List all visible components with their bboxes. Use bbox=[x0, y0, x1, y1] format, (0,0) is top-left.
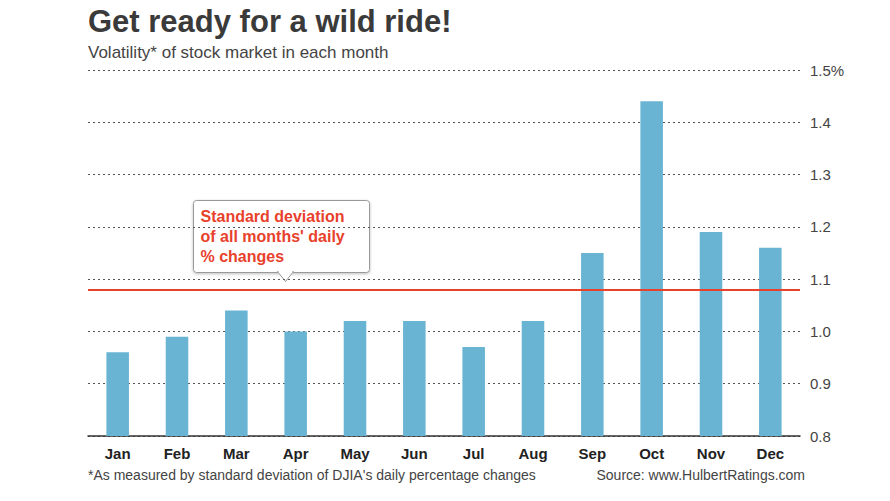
svg-text:Source: www.HulbertRatings.com: Source: www.HulbertRatings.com bbox=[596, 467, 805, 483]
svg-text:1.3: 1.3 bbox=[810, 166, 831, 183]
svg-text:Standard deviation: Standard deviation bbox=[201, 208, 345, 225]
svg-text:1.2: 1.2 bbox=[810, 218, 831, 235]
svg-text:Jul: Jul bbox=[463, 445, 485, 462]
svg-text:0.9: 0.9 bbox=[810, 375, 831, 392]
svg-text:Nov: Nov bbox=[697, 445, 726, 462]
svg-text:Jan: Jan bbox=[105, 445, 131, 462]
svg-text:Dec: Dec bbox=[757, 445, 785, 462]
svg-text:Oct: Oct bbox=[639, 445, 664, 462]
svg-text:1.0: 1.0 bbox=[810, 323, 831, 340]
svg-text:of all months' daily: of all months' daily bbox=[201, 228, 345, 245]
svg-text:0.8: 0.8 bbox=[810, 428, 831, 445]
svg-text:Sep: Sep bbox=[579, 445, 607, 462]
svg-text:*As measured by standard devia: *As measured by standard deviation of DJ… bbox=[88, 467, 536, 483]
svg-text:Aug: Aug bbox=[518, 445, 547, 462]
svg-text:Apr: Apr bbox=[283, 445, 309, 462]
svg-text:1.1: 1.1 bbox=[810, 271, 831, 288]
svg-text:Mar: Mar bbox=[223, 445, 250, 462]
svg-text:Get ready for a wild ride!: Get ready for a wild ride! bbox=[88, 4, 451, 39]
svg-text:Feb: Feb bbox=[164, 445, 191, 462]
svg-text:May: May bbox=[340, 445, 370, 462]
svg-text:1.4: 1.4 bbox=[810, 114, 831, 131]
svg-text:1.5%: 1.5% bbox=[810, 62, 844, 79]
svg-text:Volatility* of stock market in: Volatility* of stock market in each mont… bbox=[88, 43, 388, 62]
svg-text:% changes: % changes bbox=[201, 248, 285, 265]
svg-text:Jun: Jun bbox=[401, 445, 428, 462]
